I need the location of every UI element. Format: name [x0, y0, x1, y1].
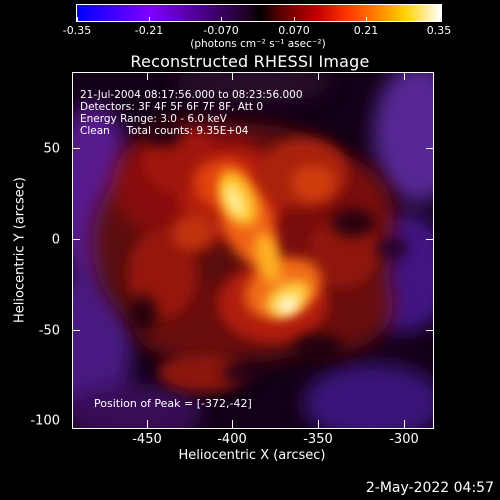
colorbar-tick: [439, 17, 440, 22]
clean-counts-info: Clean Total counts: 9.35E+04: [80, 125, 249, 137]
x-tick-top: [147, 72, 148, 80]
image-title: Reconstructed RHESSI Image: [130, 52, 370, 71]
colorbar: [76, 4, 442, 22]
colorbar-tick: [366, 17, 367, 22]
x-tick-label: -400: [217, 432, 247, 447]
colorbar-tick-label: 0.21: [353, 24, 379, 37]
x-tick: [147, 420, 148, 428]
colorbar-tick-label: -0.070: [203, 24, 239, 37]
y-tick-label: 50: [43, 141, 60, 157]
x-tick-label: -300: [389, 432, 419, 447]
colorbar-tick-label: -0.35: [62, 24, 92, 37]
observation-time: 21-Jul-2004 08:17:56.000 to 08:23:56.000: [80, 89, 303, 101]
y-tick-label: 0: [51, 232, 60, 248]
y-tick-right: [426, 330, 434, 331]
energy-range-info: Energy Range: 3.0 - 6.0 keV: [80, 113, 227, 125]
peak-position: Position of Peak = [-372,-42]: [94, 397, 252, 410]
colorbar-tick-label: 0.35: [426, 24, 452, 37]
solar-image-plot: [72, 72, 434, 429]
y-tick: [72, 330, 80, 331]
colorbar-tick: [149, 17, 150, 22]
x-tick: [232, 420, 233, 428]
colorbar-tick: [77, 17, 78, 22]
x-tick-label: -350: [303, 432, 333, 447]
x-tick-top: [232, 72, 233, 80]
x-tick: [318, 420, 319, 428]
colorbar-tick-label: -0.21: [134, 24, 164, 37]
colorbar-tick: [294, 17, 295, 22]
y-tick-label: -50: [38, 323, 60, 339]
colorbar-tick-label: 0.070: [278, 24, 310, 37]
footer-date: 2-May-2022 04:57: [365, 480, 494, 496]
x-tick-top: [318, 72, 319, 80]
detectors-info: Detectors: 3F 4F 5F 6F 7F 8F, Att 0: [80, 101, 264, 113]
y-tick-right: [426, 148, 434, 149]
colorbar-tick: [221, 17, 222, 22]
heatmap-image: [73, 73, 433, 428]
colorbar-units: (photons cm⁻² s⁻¹ asec⁻²): [190, 38, 326, 50]
x-tick-label: -450: [132, 432, 162, 447]
y-tick-right: [426, 239, 434, 240]
x-tick-top: [404, 72, 405, 80]
y-tick: [72, 148, 80, 149]
x-axis-title: Heliocentric X (arcsec): [178, 448, 326, 463]
y-axis-title: Heliocentric Y (arcsec): [12, 177, 28, 323]
x-tick: [404, 420, 405, 428]
y-tick: [72, 239, 80, 240]
y-tick-label: -100: [30, 413, 60, 429]
